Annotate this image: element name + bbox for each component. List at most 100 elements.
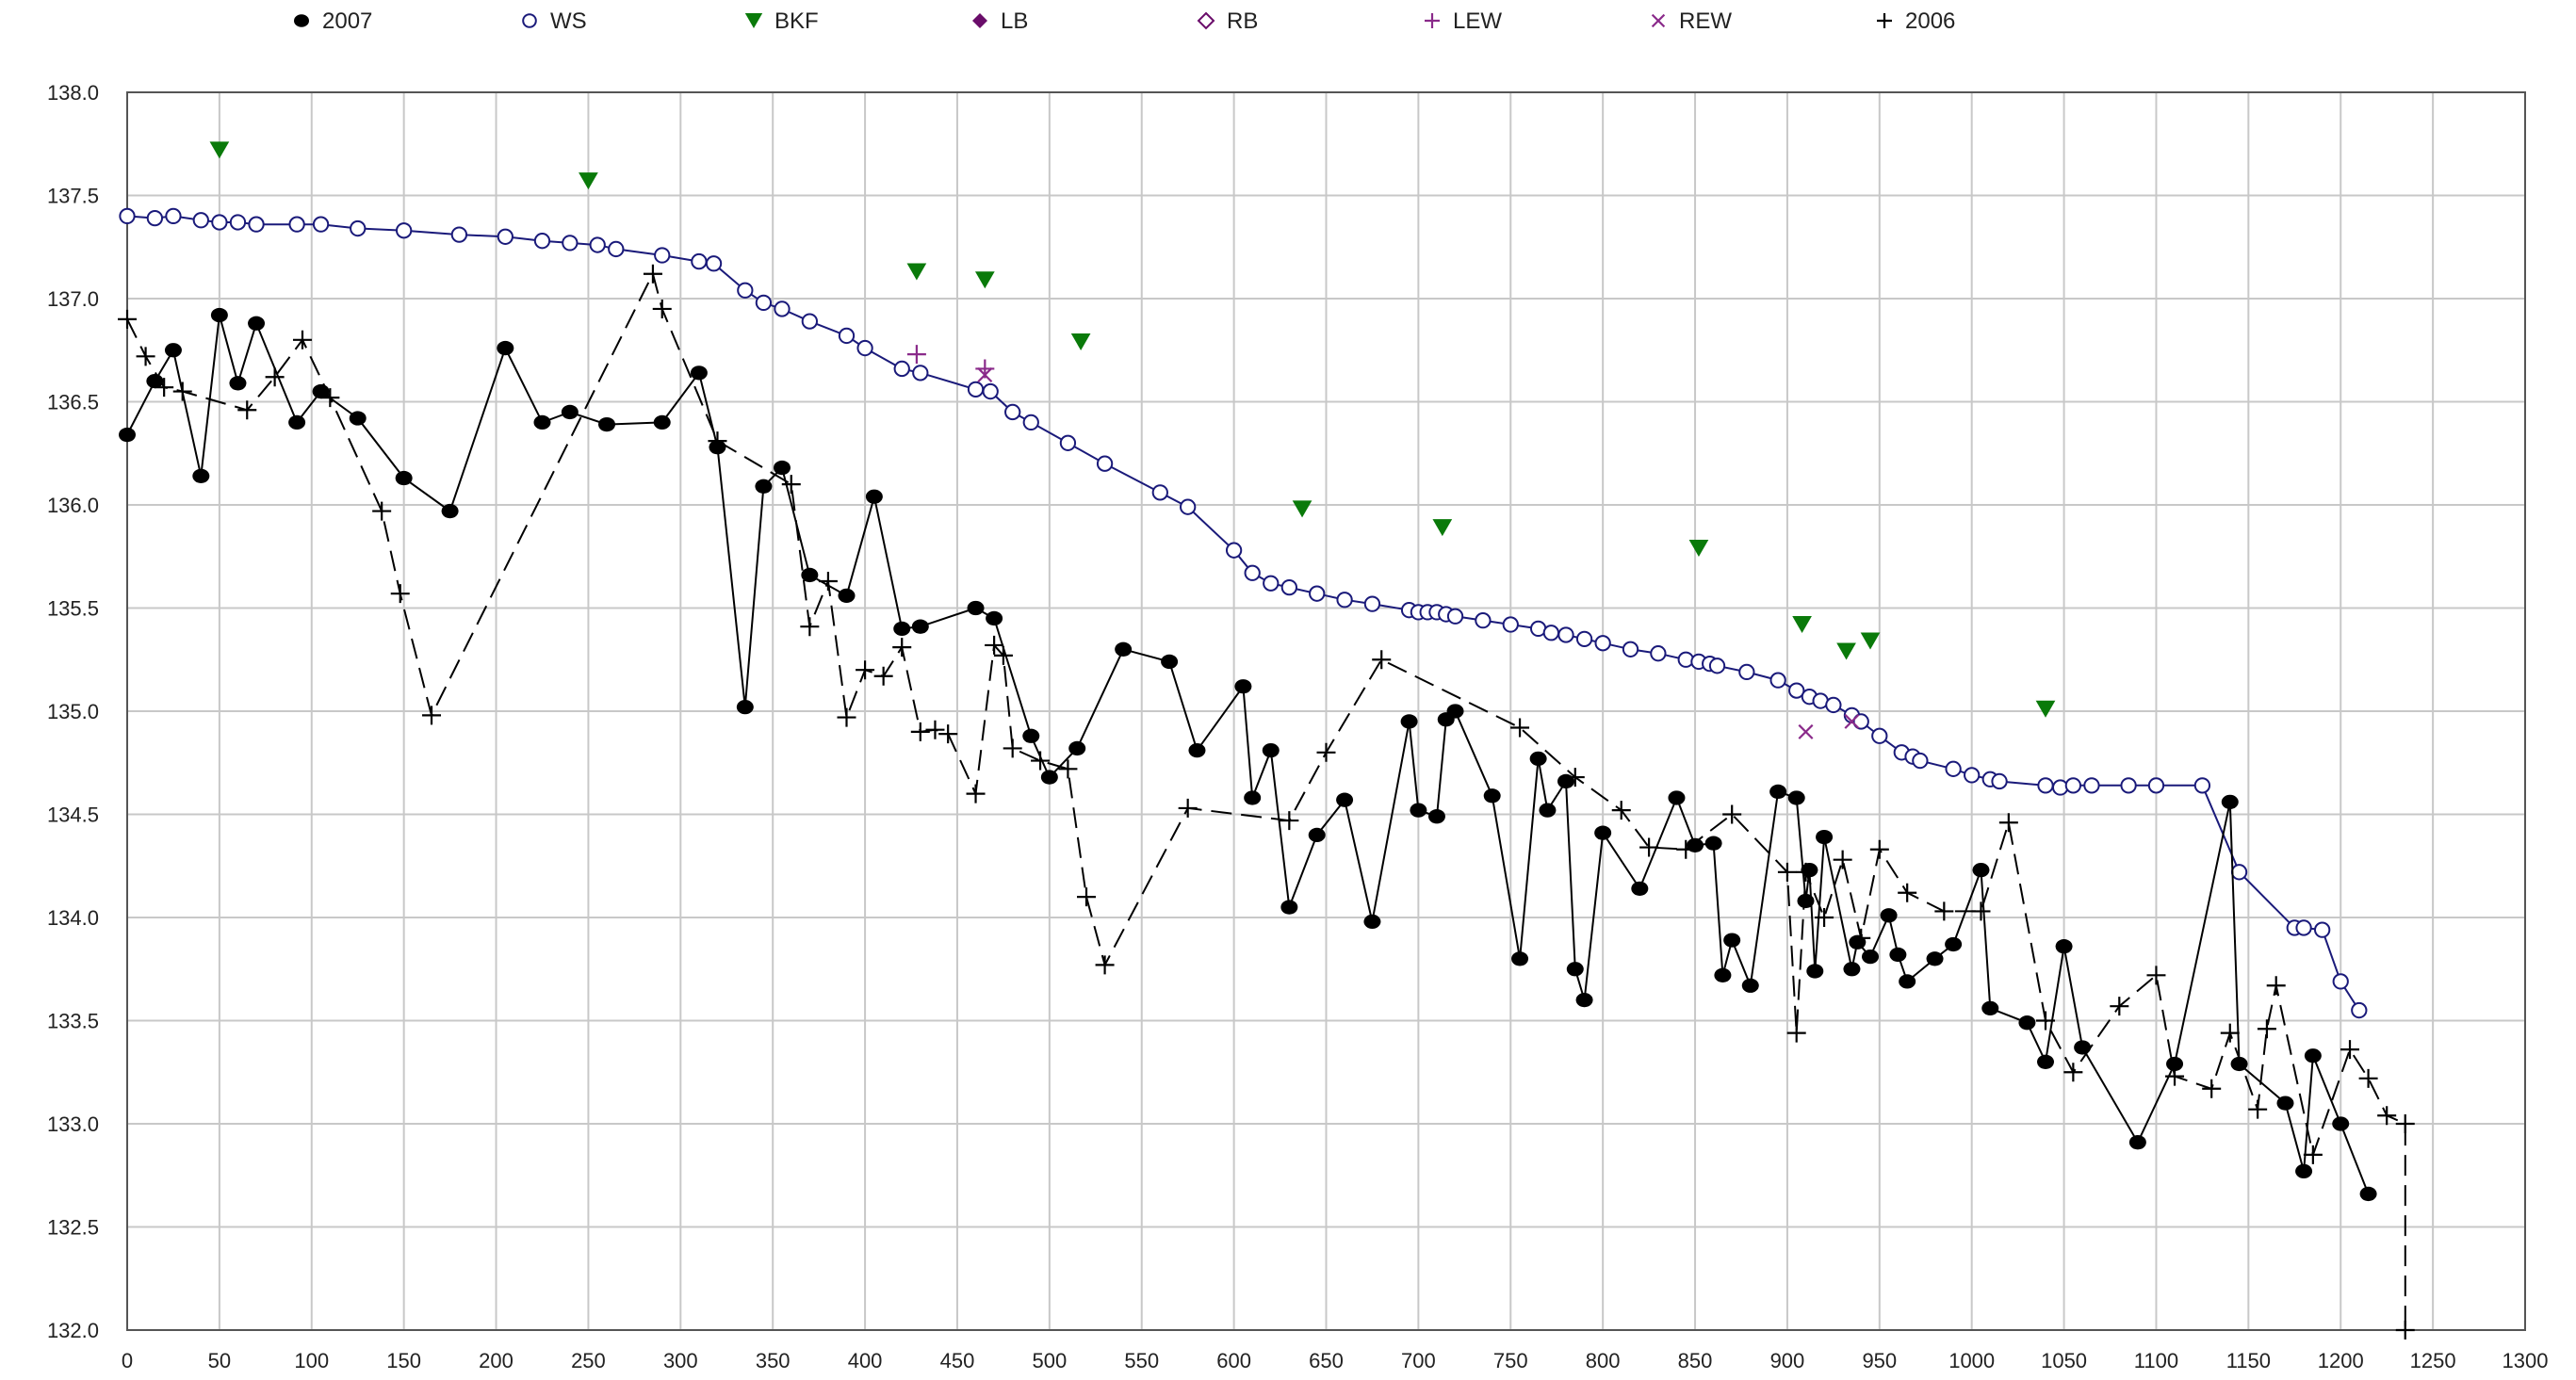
data-point-2006 <box>1280 811 1299 831</box>
data-point-ws <box>192 212 209 229</box>
data-point-ws <box>2120 777 2137 794</box>
data-point-2007 <box>561 404 579 420</box>
data-point-2007 <box>288 414 306 430</box>
data-point-2006 <box>1611 801 1631 820</box>
data-point-ws <box>562 235 579 252</box>
data-point-2007 <box>1769 784 1787 800</box>
data-point-ws <box>2332 973 2349 990</box>
data-point-2007 <box>1262 742 1280 758</box>
data-point-ws <box>1542 625 1559 641</box>
data-point-2006 <box>1639 837 1659 857</box>
data-point-2006 <box>1095 955 1115 975</box>
legend-marker-rb <box>1197 11 1215 30</box>
data-point-ws <box>737 282 754 299</box>
data-point-2006 <box>2340 1040 2360 1060</box>
series-2007 <box>119 307 2377 1202</box>
x-tick-label: 1200 <box>2318 1349 2364 1372</box>
data-point-ws <box>691 252 708 270</box>
legend-item-lew: LEW <box>1425 8 1502 34</box>
legend-item-bkf: BKF <box>744 8 819 34</box>
data-point-lew <box>906 345 926 365</box>
data-point-ws <box>119 207 136 225</box>
x-tick-label: 0 <box>122 1349 133 1372</box>
data-point-2006 <box>781 475 801 495</box>
data-point-ws <box>1871 727 1888 744</box>
y-tick-label: 134.0 <box>47 906 99 930</box>
legend-label-bkf: BKF <box>774 8 819 34</box>
data-point-2007 <box>1889 947 1907 963</box>
data-point-2006 <box>643 264 662 284</box>
data-point-2007 <box>441 503 459 519</box>
data-point-2007 <box>1483 788 1501 804</box>
data-point-2007 <box>533 414 551 430</box>
data-point-ws <box>211 214 228 231</box>
data-point-2007 <box>2359 1186 2377 1202</box>
y-axis-tick-labels: 132.0 132.5 133.0 133.5 134.0 134.5 135.0 135.5… <box>47 81 99 1342</box>
data-point-2006 <box>390 584 410 604</box>
legend-label-2007: 2007 <box>322 8 372 34</box>
data-point-2006 <box>985 635 1004 655</box>
data-point-2006 <box>910 722 930 741</box>
legend-marker-2007 <box>294 14 309 27</box>
data-point-ws <box>1280 578 1297 596</box>
data-point-2007 <box>248 316 266 331</box>
data-point-2006 <box>837 707 856 727</box>
data-point-2007 <box>690 365 708 381</box>
data-point-2006 <box>2110 997 2129 1016</box>
data-point-ws <box>1502 616 1519 633</box>
data-point-2007 <box>1188 742 1206 758</box>
data-point-ws <box>1594 635 1611 652</box>
x-tick-label: 450 <box>940 1349 975 1372</box>
data-point-ws <box>1622 641 1639 658</box>
data-point-ws <box>396 222 413 239</box>
data-point-2007 <box>119 427 136 443</box>
data-point-2006 <box>1998 813 2018 833</box>
data-point-ws <box>1945 760 1962 777</box>
data-point-2006 <box>966 784 986 804</box>
x-tick-label: 500 <box>1032 1349 1067 1372</box>
x-tick-label: 1000 <box>1948 1349 1995 1372</box>
data-point-2007 <box>146 373 164 389</box>
data-point-ws <box>248 216 265 233</box>
data-point-2006 <box>2257 1019 2276 1039</box>
data-point-2007 <box>1714 967 1732 982</box>
data-point-ws <box>165 207 182 225</box>
data-point-ws <box>1151 484 1168 501</box>
data-point-ws <box>705 255 723 272</box>
x-tick-label: 950 <box>1862 1349 1897 1372</box>
data-point-2006 <box>925 720 945 739</box>
data-point-2006 <box>1934 901 1954 921</box>
data-point-2006 <box>1316 742 1336 762</box>
data-point-2007 <box>1511 951 1529 966</box>
data-point-2007 <box>1427 809 1445 824</box>
data-point-2007 <box>1668 790 1686 805</box>
legend-marker-2006 <box>1877 13 1892 28</box>
plot-axes <box>126 91 2526 1331</box>
data-point-bkf <box>209 141 230 159</box>
data-point-2006 <box>1372 650 1392 670</box>
data-point-ws <box>1825 696 1842 714</box>
data-point-ws <box>1708 658 1726 674</box>
data-point-2007 <box>1400 714 1418 729</box>
y-tick-label: 136.0 <box>47 494 99 517</box>
legend-marker-lb <box>972 13 987 28</box>
series-ws <box>119 207 2368 1019</box>
data-point-ws <box>589 236 606 253</box>
data-point-ws <box>893 360 910 378</box>
grid-lines <box>126 91 2526 1331</box>
data-point-2006 <box>652 299 672 318</box>
data-point-2007 <box>1880 908 1898 923</box>
data-point-2006 <box>237 400 257 420</box>
legend-marker-rew <box>1651 13 1666 28</box>
data-point-2007 <box>1566 962 1584 977</box>
data-point-2006 <box>136 347 155 366</box>
x-tick-label: 1300 <box>2503 1349 2549 1372</box>
data-point-2007 <box>1336 792 1354 807</box>
data-point-2007 <box>893 621 911 637</box>
data-point-ws <box>2037 777 2054 794</box>
data-point-ws <box>1912 752 1929 770</box>
data-point-2006 <box>2063 1063 2083 1082</box>
data-point-2007 <box>2018 1015 2036 1031</box>
data-point-2006 <box>2146 966 2166 985</box>
